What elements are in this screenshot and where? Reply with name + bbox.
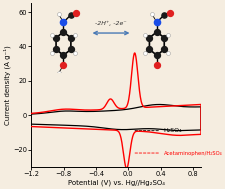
Y-axis label: Current density (A g⁻¹): Current density (A g⁻¹) [3,45,11,125]
X-axis label: Potential (V) vs. Hg//Hg₂SO₄: Potential (V) vs. Hg//Hg₂SO₄ [68,179,165,186]
Text: Acetaminophen/H₂SO₄: Acetaminophen/H₂SO₄ [164,150,223,156]
Text: H₂SO₄: H₂SO₄ [164,128,182,133]
